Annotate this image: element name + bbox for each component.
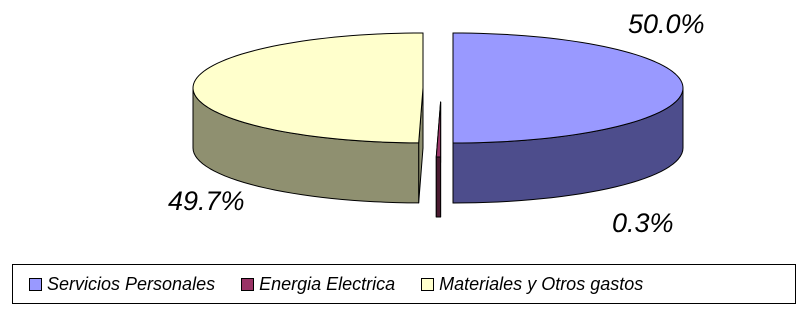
pie-slice-servicios-personales — [452, 32, 684, 144]
legend-item-servicios-personales: Servicios Personales — [29, 274, 215, 295]
legend-swatch — [29, 277, 42, 291]
data-label-servicios-personales: 50.0% — [628, 9, 705, 39]
legend-swatch — [241, 277, 255, 291]
data-label-energia-electrica: 0.3% — [612, 208, 674, 238]
legend-label: Materiales y Otros gastos — [439, 273, 644, 294]
legend-swatch — [421, 277, 435, 291]
pie-slice-energia-electrica-side — [435, 156, 442, 218]
legend-item-materiales-otros-gastos: Materiales y Otros gastos — [421, 274, 643, 295]
pie-slice-energia-electrica — [435, 101, 442, 158]
legend-label: Energia Electrica — [259, 273, 396, 294]
legend-item-energia-electrica: Energia Electrica — [241, 274, 395, 295]
pie-slices — [192, 32, 684, 218]
legend-label: Servicios Personales — [47, 273, 216, 294]
pie-slice-materiales-otros-gastos — [192, 32, 424, 144]
data-label-materiales-otros-gastos: 49.7% — [168, 186, 245, 216]
legend: Servicios Personales Energia Electrica M… — [12, 264, 796, 304]
